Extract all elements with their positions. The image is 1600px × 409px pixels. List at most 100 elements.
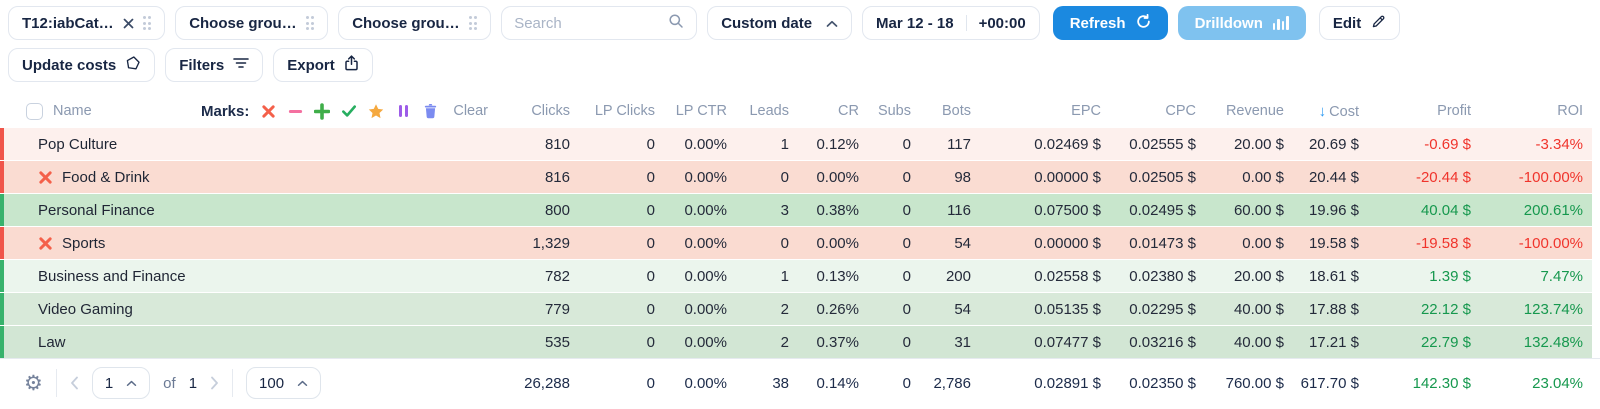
grouping-chip-iabcat[interactable]: T12:iabCat… <box>8 6 166 40</box>
row-name-cell: Law <box>4 334 490 351</box>
column-header-clicks[interactable]: Clicks <box>531 103 570 119</box>
page-number-select[interactable]: 1 <box>91 367 151 399</box>
minus-mark-icon[interactable] <box>287 103 303 119</box>
cell-leads: 3 <box>780 201 789 219</box>
drag-handle-icon[interactable] <box>142 16 152 30</box>
column-header-leads[interactable]: Leads <box>749 103 789 119</box>
table-row[interactable]: Law 535 0 0.00% 2 0.37% 0 31 0.07477 $ 0.03216 $… <box>0 326 1592 358</box>
cell-revenue: 0.00 $ <box>1242 168 1284 186</box>
tag-icon <box>125 55 141 75</box>
column-header-profit[interactable]: Profit <box>1437 103 1471 119</box>
cell-bots: 54 <box>954 300 971 318</box>
select-all-checkbox[interactable] <box>26 102 43 120</box>
cell-cpc: 0.03216 $ <box>1129 333 1196 351</box>
filters-label: Filters <box>179 56 225 74</box>
chevron-right-icon[interactable] <box>210 376 219 390</box>
row-name: Sports <box>62 234 106 252</box>
per-page-value: 100 <box>259 374 285 392</box>
refresh-icon <box>1136 13 1151 33</box>
filters-button[interactable]: Filters <box>165 48 264 82</box>
export-label: Export <box>287 56 335 74</box>
column-header-bots[interactable]: Bots <box>941 103 971 119</box>
total-profit: 142.30 $ <box>1412 374 1471 392</box>
column-header-subs[interactable]: Subs <box>877 103 911 119</box>
choose-group-dropdown-1[interactable]: Choose grou… <box>175 6 329 40</box>
cell-clicks: 816 <box>544 168 570 186</box>
chevron-up-icon <box>126 380 137 386</box>
chevron-up-icon <box>297 380 308 386</box>
cell-bots: 98 <box>954 168 971 186</box>
cell-profit: 22.79 $ <box>1420 333 1471 351</box>
date-range-value: Mar 12 - 18 <box>876 14 954 32</box>
column-header-revenue[interactable]: Revenue <box>1225 103 1284 119</box>
star-mark-icon[interactable] <box>368 103 384 119</box>
bar-chart-icon <box>1272 16 1289 30</box>
table-row[interactable]: Personal Finance 800 0 0.00% 3 0.38% 0 116 0.07… <box>0 194 1592 226</box>
column-header-epc[interactable]: EPC <box>1071 103 1101 119</box>
drag-handle-icon[interactable] <box>305 16 315 30</box>
date-preset-dropdown[interactable]: Custom date <box>707 6 853 40</box>
total-cr: 0.14% <box>816 374 859 392</box>
pause-mark-icon[interactable] <box>395 103 411 119</box>
total-roi: 23.04% <box>1532 374 1583 392</box>
chevron-left-icon[interactable] <box>70 376 79 390</box>
settings-gear-icon[interactable]: ⚙ <box>24 371 43 395</box>
cell-clicks: 810 <box>544 135 570 153</box>
cell-cost: 18.61 $ <box>1308 267 1359 285</box>
column-header-cr[interactable]: CR <box>838 103 859 119</box>
pagination-controls: ⚙ 1 of 1 100 <box>4 367 490 399</box>
row-name-cell: Sports <box>4 235 490 252</box>
clear-marks-button[interactable]: Clear <box>453 103 488 119</box>
cell-lp-clicks: 0 <box>646 135 655 153</box>
table-row[interactable]: Pop Culture 810 0 0.00% 1 0.12% 0 117 0.02469 $… <box>0 128 1592 160</box>
choose-group-dropdown-2[interactable]: Choose grou… <box>338 6 492 40</box>
plus-mark-icon[interactable] <box>314 102 331 120</box>
table-row[interactable]: Business and Finance 782 0 0.00% 1 0.13% 0 200… <box>0 260 1592 292</box>
pencil-icon <box>1371 14 1386 33</box>
column-header-lp-ctr[interactable]: LP CTR <box>675 103 727 119</box>
close-icon[interactable] <box>123 18 134 29</box>
cell-subs: 0 <box>902 300 911 318</box>
cell-revenue: 40.00 $ <box>1233 333 1284 351</box>
table-row[interactable]: Sports 1,329 0 0.00% 0 0.00% 0 54 0.00000 $ 0.01… <box>0 227 1592 259</box>
cell-profit: -20.44 $ <box>1415 168 1471 186</box>
cell-subs: 0 <box>902 267 911 285</box>
divider <box>965 15 967 31</box>
cell-bots: 200 <box>945 267 971 285</box>
update-costs-button[interactable]: Update costs <box>8 48 156 82</box>
search-input[interactable] <box>514 14 655 32</box>
drilldown-button[interactable]: Drilldown <box>1177 6 1306 40</box>
column-header-lp-clicks[interactable]: LP Clicks <box>594 103 655 119</box>
total-leads: 38 <box>772 374 789 392</box>
check-mark-icon[interactable] <box>341 103 357 119</box>
column-header-cost[interactable]: ↓ Cost <box>1318 102 1359 120</box>
total-lp-clicks: 0 <box>646 374 655 392</box>
table-footer: ⚙ 1 of 1 100 26,288 0 0.00% 38 0.14% <box>0 358 1600 407</box>
toolbar-secondary: Update costs Filters Export <box>0 48 1600 82</box>
cell-profit: 22.12 $ <box>1420 300 1471 318</box>
cell-revenue: 40.00 $ <box>1233 300 1284 318</box>
cross-mark-icon[interactable] <box>260 103 276 119</box>
date-range-picker[interactable]: Mar 12 - 18 +00:00 <box>862 6 1040 40</box>
cell-bots: 54 <box>954 234 971 252</box>
cell-subs: 0 <box>902 234 911 252</box>
edit-button[interactable]: Edit <box>1318 6 1401 40</box>
table-row[interactable]: Video Gaming 779 0 0.00% 2 0.26% 0 54 0.05135 $… <box>0 293 1592 325</box>
cell-clicks: 782 <box>544 267 570 285</box>
drag-handle-icon[interactable] <box>468 16 478 30</box>
marks-toolbar: Marks: Clear <box>201 103 490 120</box>
cell-cr: 0.00% <box>816 168 859 186</box>
date-preset-label: Custom date <box>721 14 813 32</box>
cell-cr: 0.13% <box>816 267 859 285</box>
cell-subs: 0 <box>902 135 911 153</box>
per-page-select[interactable]: 100 <box>246 367 322 399</box>
trash-mark-icon[interactable] <box>422 103 438 119</box>
export-icon <box>344 55 359 75</box>
table-row[interactable]: Food & Drink 816 0 0.00% 0 0.00% 0 98 0.00000 $… <box>0 161 1592 193</box>
column-header-cpc[interactable]: CPC <box>1165 103 1196 119</box>
refresh-button[interactable]: Refresh <box>1052 6 1168 40</box>
export-button[interactable]: Export <box>273 48 373 82</box>
cell-lp-ctr: 0.00% <box>684 267 727 285</box>
choose-group-label: Choose grou… <box>352 14 460 32</box>
column-header-roi[interactable]: ROI <box>1557 103 1583 119</box>
